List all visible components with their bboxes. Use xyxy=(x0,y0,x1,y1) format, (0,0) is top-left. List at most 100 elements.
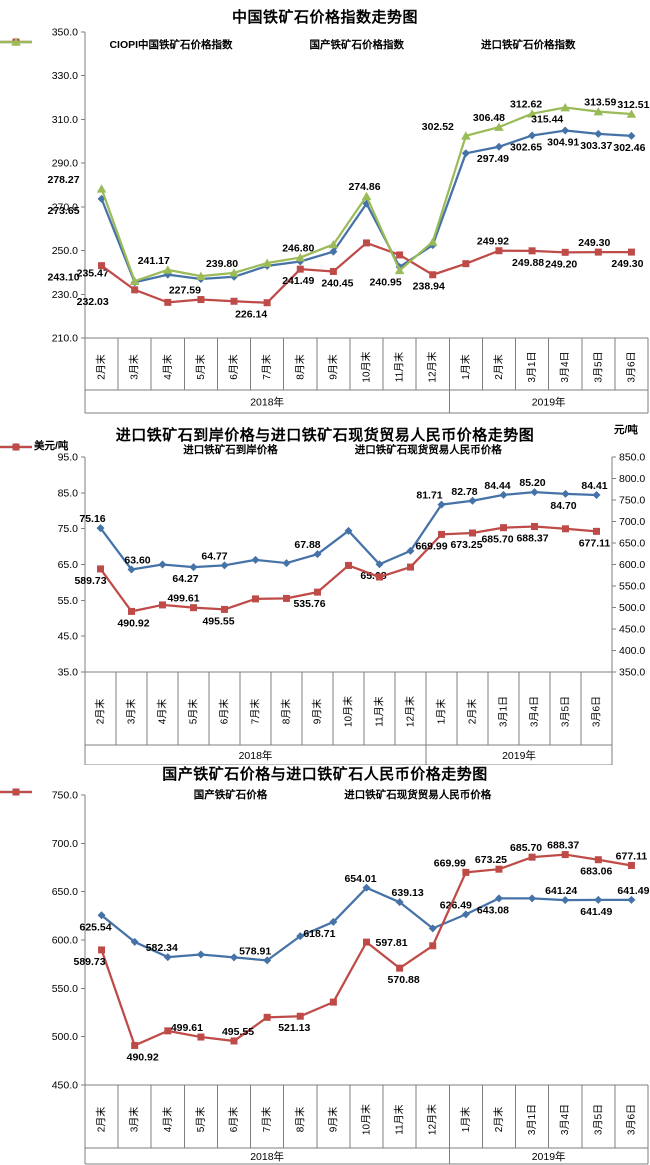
x-axis-month-label: 3月1日 xyxy=(526,351,538,382)
x-axis-month-label: 6月末 xyxy=(218,699,231,725)
y-axis-tick-label: 600.0 xyxy=(52,935,78,947)
y2-axis-tick-label: 500.0 xyxy=(619,602,645,614)
x-axis-month-label: 8月末 xyxy=(293,1107,306,1133)
x-axis-month-label: 3月末 xyxy=(128,354,141,380)
data-point-label: 249.20 xyxy=(545,258,577,270)
data-point-label: 240.45 xyxy=(321,277,353,289)
x-axis-year-label: 2019年 xyxy=(532,396,566,409)
data-point-label: 249.30 xyxy=(578,237,610,249)
y-axis: 95.0 85.0 75.0 65.0 55.0 45.0 35.0 xyxy=(58,452,86,679)
data-point-label: 618.71 xyxy=(303,928,335,940)
legend-item-import-cif-price: 进口铁矿石到岸价格 xyxy=(0,442,278,457)
y-axis-tick-label: 650.0 xyxy=(52,886,78,898)
x-axis: 2月末 3月末 4月末 5月末 6月末 7月末 8月末 9月末 10月末 11月末 12月末 1月末 2… xyxy=(84,1084,649,1165)
data-point-label: 673.25 xyxy=(450,539,482,551)
legend-item-ciopi-index: CIOPI中国铁矿石价格指数 xyxy=(0,37,233,52)
y-axis-tick-label: 330.0 xyxy=(52,70,78,82)
x-axis-month-label: 5月末 xyxy=(187,699,200,725)
x-axis-month-label: 8月末 xyxy=(280,699,293,725)
data-point-label: 241.49 xyxy=(282,275,314,287)
chart-1-title: 中国铁矿石价格指数走势图 xyxy=(231,9,418,26)
x-axis-month-label: 3月1日 xyxy=(498,696,510,727)
x-axis-month-label: 12月末 xyxy=(426,351,439,382)
chart-2-legend: 进口铁矿石到岸价格 进口铁矿石现货贸易人民币价格 xyxy=(0,442,650,457)
data-point-label: 85.20 xyxy=(519,477,545,489)
y2-axis-tick-label: 750.0 xyxy=(619,495,645,507)
series-2: 278.27 241.17 239.80 246.80 274.86 240.95 302.… xyxy=(47,97,649,289)
x-axis-month-label: 9月末 xyxy=(326,1107,339,1133)
y-axis-tick-label: 350.0 xyxy=(52,27,78,39)
x-axis-month-label: 4月末 xyxy=(156,699,169,725)
y2-axis-tick-label: 650.0 xyxy=(619,538,645,550)
chart-import-cif-vs-rmb-spot-price: 95.0 85.0 75.0 65.0 55.0 45.0 35.0 850.0 800.0 75… xyxy=(0,420,650,765)
data-point-label: 641.49 xyxy=(617,885,649,897)
plot-area: 350.0 330.0 310.0 290.0 270.0 250.0 230.0 210.0… xyxy=(47,27,650,414)
chart-china-iron-ore-price-index: 350.0 330.0 310.0 290.0 270.0 250.0 230.0 210.0… xyxy=(0,0,650,420)
x-axis-month-label: 10月末 xyxy=(342,696,355,727)
x-axis-month-label: 11月末 xyxy=(373,696,386,726)
x-axis-year-label: 2019年 xyxy=(502,749,536,762)
data-point-label: 641.49 xyxy=(580,906,612,918)
line-diamond-marker-icon xyxy=(0,38,106,50)
data-point-label: 570.88 xyxy=(388,974,420,986)
x-axis-month-label: 2月末 xyxy=(95,1107,108,1133)
x-axis-month-label: 12月末 xyxy=(404,696,417,727)
y-axis-tick-label: 500.0 xyxy=(52,1031,78,1043)
data-point-label: 495.55 xyxy=(222,1026,254,1038)
data-point-label: 312.62 xyxy=(510,99,542,111)
data-point-label: 303.37 xyxy=(580,140,612,152)
y2-axis-tick-label: 800.0 xyxy=(619,473,645,485)
data-point-label: 75.16 xyxy=(79,513,105,525)
data-point-label: 63.60 xyxy=(124,555,150,567)
x-axis-month-label: 3月1日 xyxy=(526,1104,538,1135)
line-square-marker-icon xyxy=(0,443,352,455)
data-point-label: 64.77 xyxy=(201,550,227,562)
chart-3-title: 国产铁矿石价格与进口铁矿石人民币价格走势图 xyxy=(162,766,488,783)
x-axis-year-label: 2018年 xyxy=(250,1150,284,1163)
x-axis-month-label: 3月5日 xyxy=(592,1104,604,1135)
data-point-label: 227.59 xyxy=(169,285,201,297)
x-axis-month-label: 7月末 xyxy=(260,354,273,380)
data-point-label: 312.51 xyxy=(617,99,649,111)
data-point-label: 64.27 xyxy=(172,573,198,585)
x-axis-month-label: 12月末 xyxy=(426,1104,439,1135)
x-axis-month-label: 2月末 xyxy=(94,699,107,725)
data-point-label: 304.91 xyxy=(547,137,579,149)
x-axis-month-label: 6月末 xyxy=(227,1107,240,1133)
data-point-label: 495.55 xyxy=(202,615,234,627)
y-axis-tick-label: 550.0 xyxy=(52,983,78,995)
chart-1-plot: 350.0 330.0 310.0 290.0 270.0 250.0 230.0 210.0… xyxy=(47,27,650,414)
data-point-label: 313.59 xyxy=(584,97,616,109)
x-axis-month-label: 8月末 xyxy=(293,354,306,380)
x-axis-month-label: 3月5日 xyxy=(560,696,572,727)
y-axis-tick-label: 65.0 xyxy=(58,559,79,571)
data-point-label: 685.70 xyxy=(481,534,513,546)
legend-item-import-rmb-spot-price: 进口铁矿石现货贸易人民币价格 xyxy=(0,787,491,802)
data-point-label: 273.65 xyxy=(47,205,79,217)
x-axis-month-label: 3月末 xyxy=(128,1107,141,1133)
data-point-label: 685.70 xyxy=(510,842,542,854)
x-axis-month-label: 10月末 xyxy=(360,1104,373,1135)
x-axis-month-label: 9月末 xyxy=(326,354,339,380)
y2-axis-tick-label: 350.0 xyxy=(619,667,645,679)
line-square-marker-icon xyxy=(0,38,307,50)
y-axis-tick-label: 75.0 xyxy=(58,523,79,535)
x-axis-month-label: 4月末 xyxy=(161,1107,174,1133)
x-axis-month-label: 7月末 xyxy=(260,1107,273,1133)
data-point-label: 677.11 xyxy=(616,850,648,862)
x-axis-month-label: 1月末 xyxy=(459,1107,472,1133)
y-axis-tick-label: 700.0 xyxy=(52,838,78,850)
y2-axis: 850.0 800.0 750.0 700.0 650.0 600.0 550.0 500.0… xyxy=(611,452,645,679)
legend-item-domestic-price: 国产铁矿石价格 xyxy=(0,787,267,802)
data-point-label: 232.03 xyxy=(77,296,109,308)
y2-axis-tick-label: 450.0 xyxy=(619,624,645,636)
data-point-label: 597.81 xyxy=(376,937,408,949)
data-point-label: 625.54 xyxy=(79,921,111,933)
x-axis-month-label: 3月6日 xyxy=(625,351,637,382)
y2-axis-tick-label: 850.0 xyxy=(619,452,645,464)
x-axis-year-label: 2019年 xyxy=(532,1150,566,1163)
data-point-label: 240.95 xyxy=(370,276,402,288)
plot-area: 750.0 700.0 650.0 600.0 550.0 500.0 450.0 2月末 3月… xyxy=(52,790,650,1165)
chart-2-title: 进口铁矿石到岸价格与进口铁矿石现货贸易人民币价格走势图 xyxy=(115,427,535,444)
chart-domestic-vs-import-rmb-price: 750.0 700.0 650.0 600.0 550.0 500.0 450.0 2月末 3月… xyxy=(0,755,650,1165)
